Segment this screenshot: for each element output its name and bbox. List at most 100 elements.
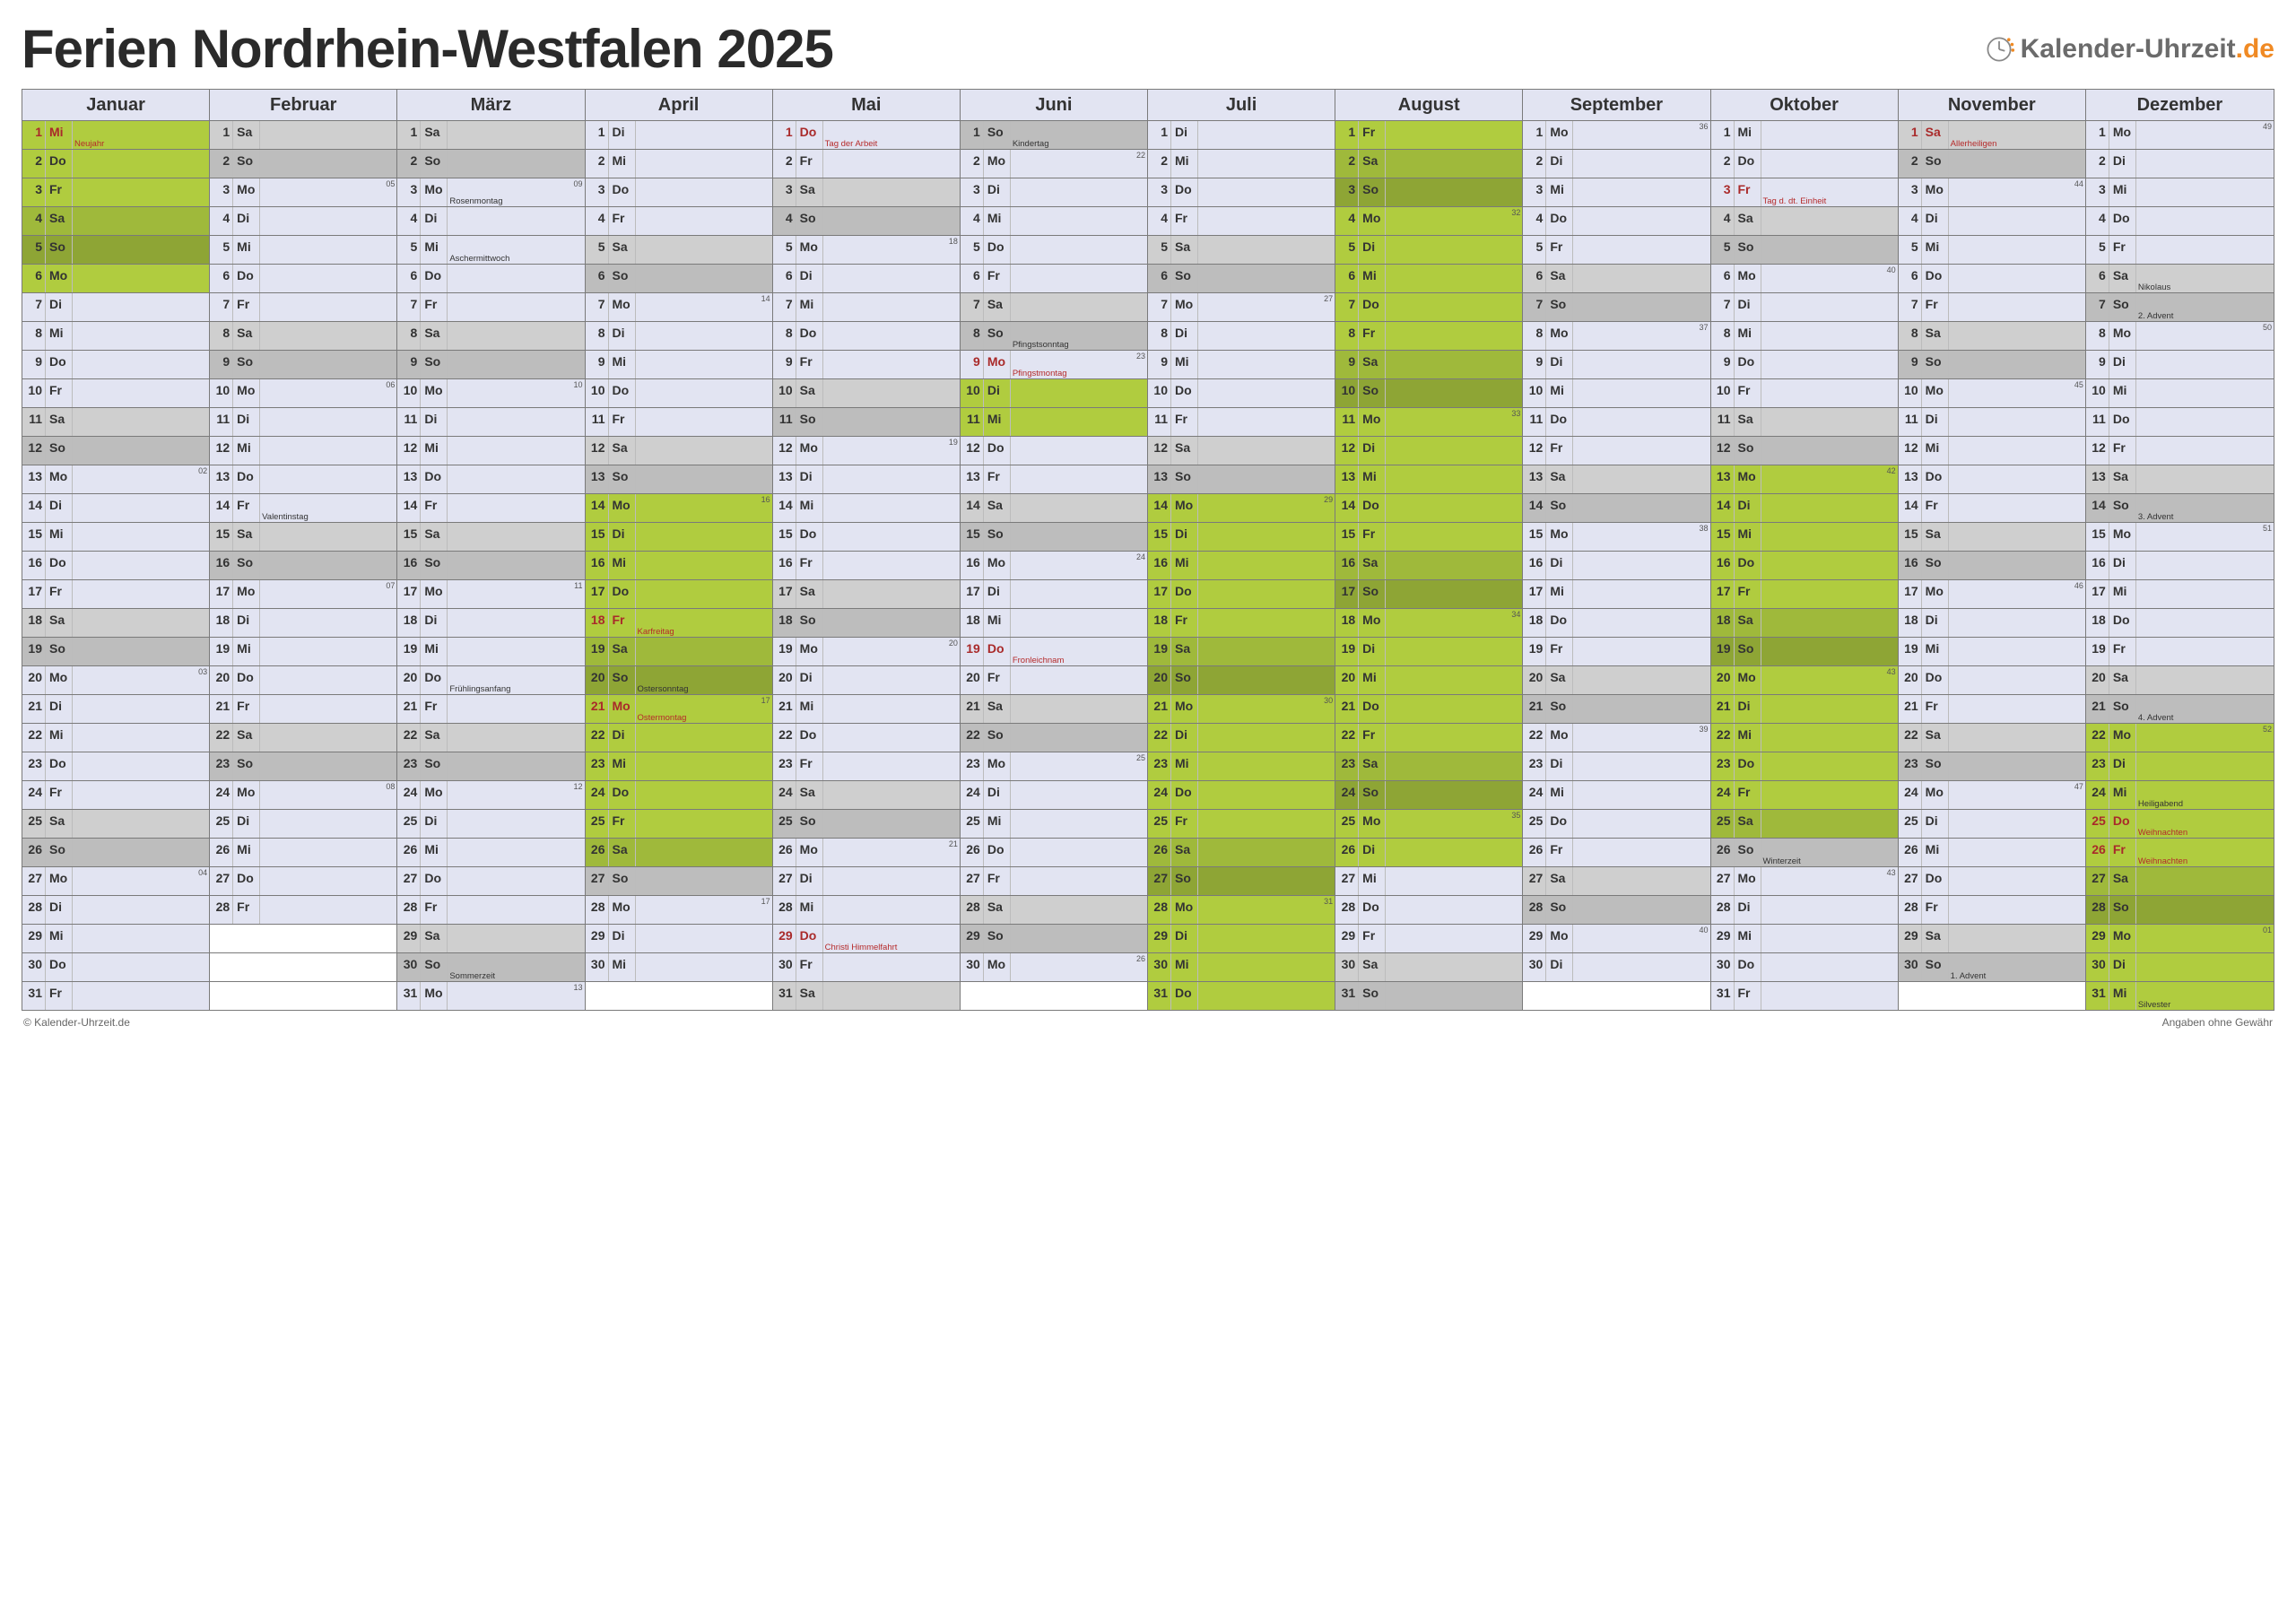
day-weekday: Fr bbox=[233, 494, 260, 522]
day-number: 2 bbox=[1711, 150, 1735, 178]
day-cell: 6Mo bbox=[22, 265, 209, 293]
day-number: 26 bbox=[210, 839, 233, 866]
day-cell: 23Do bbox=[22, 752, 209, 781]
day-cell: 17Do bbox=[586, 580, 772, 609]
day-weekday: Mi bbox=[2109, 379, 2136, 407]
day-weekday: Fr bbox=[1546, 638, 1573, 665]
day-cell: 13Do bbox=[210, 465, 396, 494]
day-cell: 26Mi bbox=[397, 839, 584, 867]
day-note bbox=[1949, 437, 2085, 465]
day-cell: 28Mo31 bbox=[1148, 896, 1335, 925]
day-note bbox=[1198, 609, 1335, 637]
day-note: Valentinstag bbox=[260, 494, 396, 522]
day-number: 17 bbox=[397, 580, 421, 608]
day-cell: 19Sa bbox=[586, 638, 772, 666]
day-number: 5 bbox=[773, 236, 796, 264]
day-number: 8 bbox=[397, 322, 421, 350]
day-weekday: So bbox=[1735, 437, 1761, 465]
day-number: 31 bbox=[2086, 982, 2109, 1010]
day-cell: 28Di bbox=[22, 896, 209, 925]
day-note: Tag der Arbeit bbox=[823, 121, 960, 149]
day-number: 30 bbox=[2086, 953, 2109, 981]
day-weekday: Do bbox=[1171, 580, 1198, 608]
day-note bbox=[1011, 839, 1147, 866]
day-note bbox=[823, 265, 960, 292]
day-number: 4 bbox=[1711, 207, 1735, 235]
day-note bbox=[1011, 523, 1147, 551]
day-number: 19 bbox=[22, 638, 46, 665]
day-note bbox=[73, 351, 209, 378]
day-cell: 9Fr bbox=[773, 351, 960, 379]
day-number: 5 bbox=[1523, 236, 1546, 264]
day-note bbox=[1573, 437, 1709, 465]
day-cell: 18Do bbox=[2086, 609, 2274, 638]
day-cell: 29Sa bbox=[397, 925, 584, 953]
day-weekday: So bbox=[421, 150, 448, 178]
day-note bbox=[1198, 351, 1335, 378]
day-number: 11 bbox=[22, 408, 46, 436]
day-note: Ostersonntag bbox=[636, 666, 772, 694]
day-number: 18 bbox=[397, 609, 421, 637]
day-number: 17 bbox=[22, 580, 46, 608]
day-note bbox=[1011, 810, 1147, 838]
day-cell: 10Do bbox=[1148, 379, 1335, 408]
day-note: Neujahr bbox=[73, 121, 209, 149]
day-number: 27 bbox=[397, 867, 421, 895]
day-cell: 12Fr bbox=[1523, 437, 1709, 465]
day-weekday: So bbox=[1359, 580, 1386, 608]
day-number: 11 bbox=[773, 408, 796, 436]
day-cell: 24So bbox=[1335, 781, 1522, 810]
day-number: 4 bbox=[1523, 207, 1546, 235]
day-cell: 27So bbox=[586, 867, 772, 896]
day-cell: 1Mo36 bbox=[1523, 121, 1709, 150]
day-cell: 28Sa bbox=[961, 896, 1147, 925]
day-number: 4 bbox=[773, 207, 796, 235]
day-note bbox=[1949, 494, 2085, 522]
day-note: Heiligabend bbox=[2136, 781, 2274, 809]
day-note bbox=[260, 752, 396, 780]
day-number: 15 bbox=[773, 523, 796, 551]
day-number: 13 bbox=[22, 465, 46, 493]
day-note: 27 bbox=[1198, 293, 1335, 321]
day-note bbox=[73, 150, 209, 178]
day-note: 10 bbox=[448, 379, 584, 407]
day-cell: 7So bbox=[1523, 293, 1709, 322]
day-note bbox=[1011, 379, 1147, 407]
day-weekday: Mi bbox=[1171, 752, 1198, 780]
day-cell: 9So bbox=[397, 351, 584, 379]
day-number: 12 bbox=[1899, 437, 1922, 465]
day-number: 23 bbox=[1711, 752, 1735, 780]
day-weekday: Mo bbox=[609, 494, 636, 522]
day-number: 4 bbox=[586, 207, 609, 235]
day-weekday: Do bbox=[609, 781, 636, 809]
day-weekday: Fr bbox=[421, 695, 448, 723]
day-number: 1 bbox=[1711, 121, 1735, 149]
day-number: 8 bbox=[2086, 322, 2109, 350]
day-weekday: So bbox=[46, 839, 73, 866]
day-note bbox=[1198, 953, 1335, 981]
iso-week: 22 bbox=[1136, 152, 1145, 161]
day-number: 12 bbox=[586, 437, 609, 465]
iso-week: 10 bbox=[573, 381, 582, 390]
day-cell: 17Mo11 bbox=[397, 580, 584, 609]
iso-week: 31 bbox=[1324, 898, 1333, 907]
day-number: 24 bbox=[210, 781, 233, 809]
day-cell: 10Mi bbox=[2086, 379, 2274, 408]
day-cell: 2Mi bbox=[586, 150, 772, 178]
day-weekday: Sa bbox=[1171, 839, 1198, 866]
day-cell: 23Do bbox=[1711, 752, 1898, 781]
day-number: 15 bbox=[1899, 523, 1922, 551]
iso-week: 01 bbox=[2263, 926, 2272, 935]
day-note bbox=[1198, 121, 1335, 149]
day-cell: 12So bbox=[22, 437, 209, 465]
day-cell: 16So bbox=[1899, 552, 2085, 580]
day-weekday: Do bbox=[2109, 609, 2136, 637]
day-number: 3 bbox=[1523, 178, 1546, 206]
day-weekday: Sa bbox=[796, 982, 823, 1010]
day-number: 16 bbox=[2086, 552, 2109, 579]
day-weekday: Mo bbox=[609, 695, 636, 723]
day-number: 13 bbox=[1711, 465, 1735, 493]
day-note bbox=[1573, 552, 1709, 579]
day-note bbox=[1761, 494, 1898, 522]
day-note: 04 bbox=[73, 867, 209, 895]
